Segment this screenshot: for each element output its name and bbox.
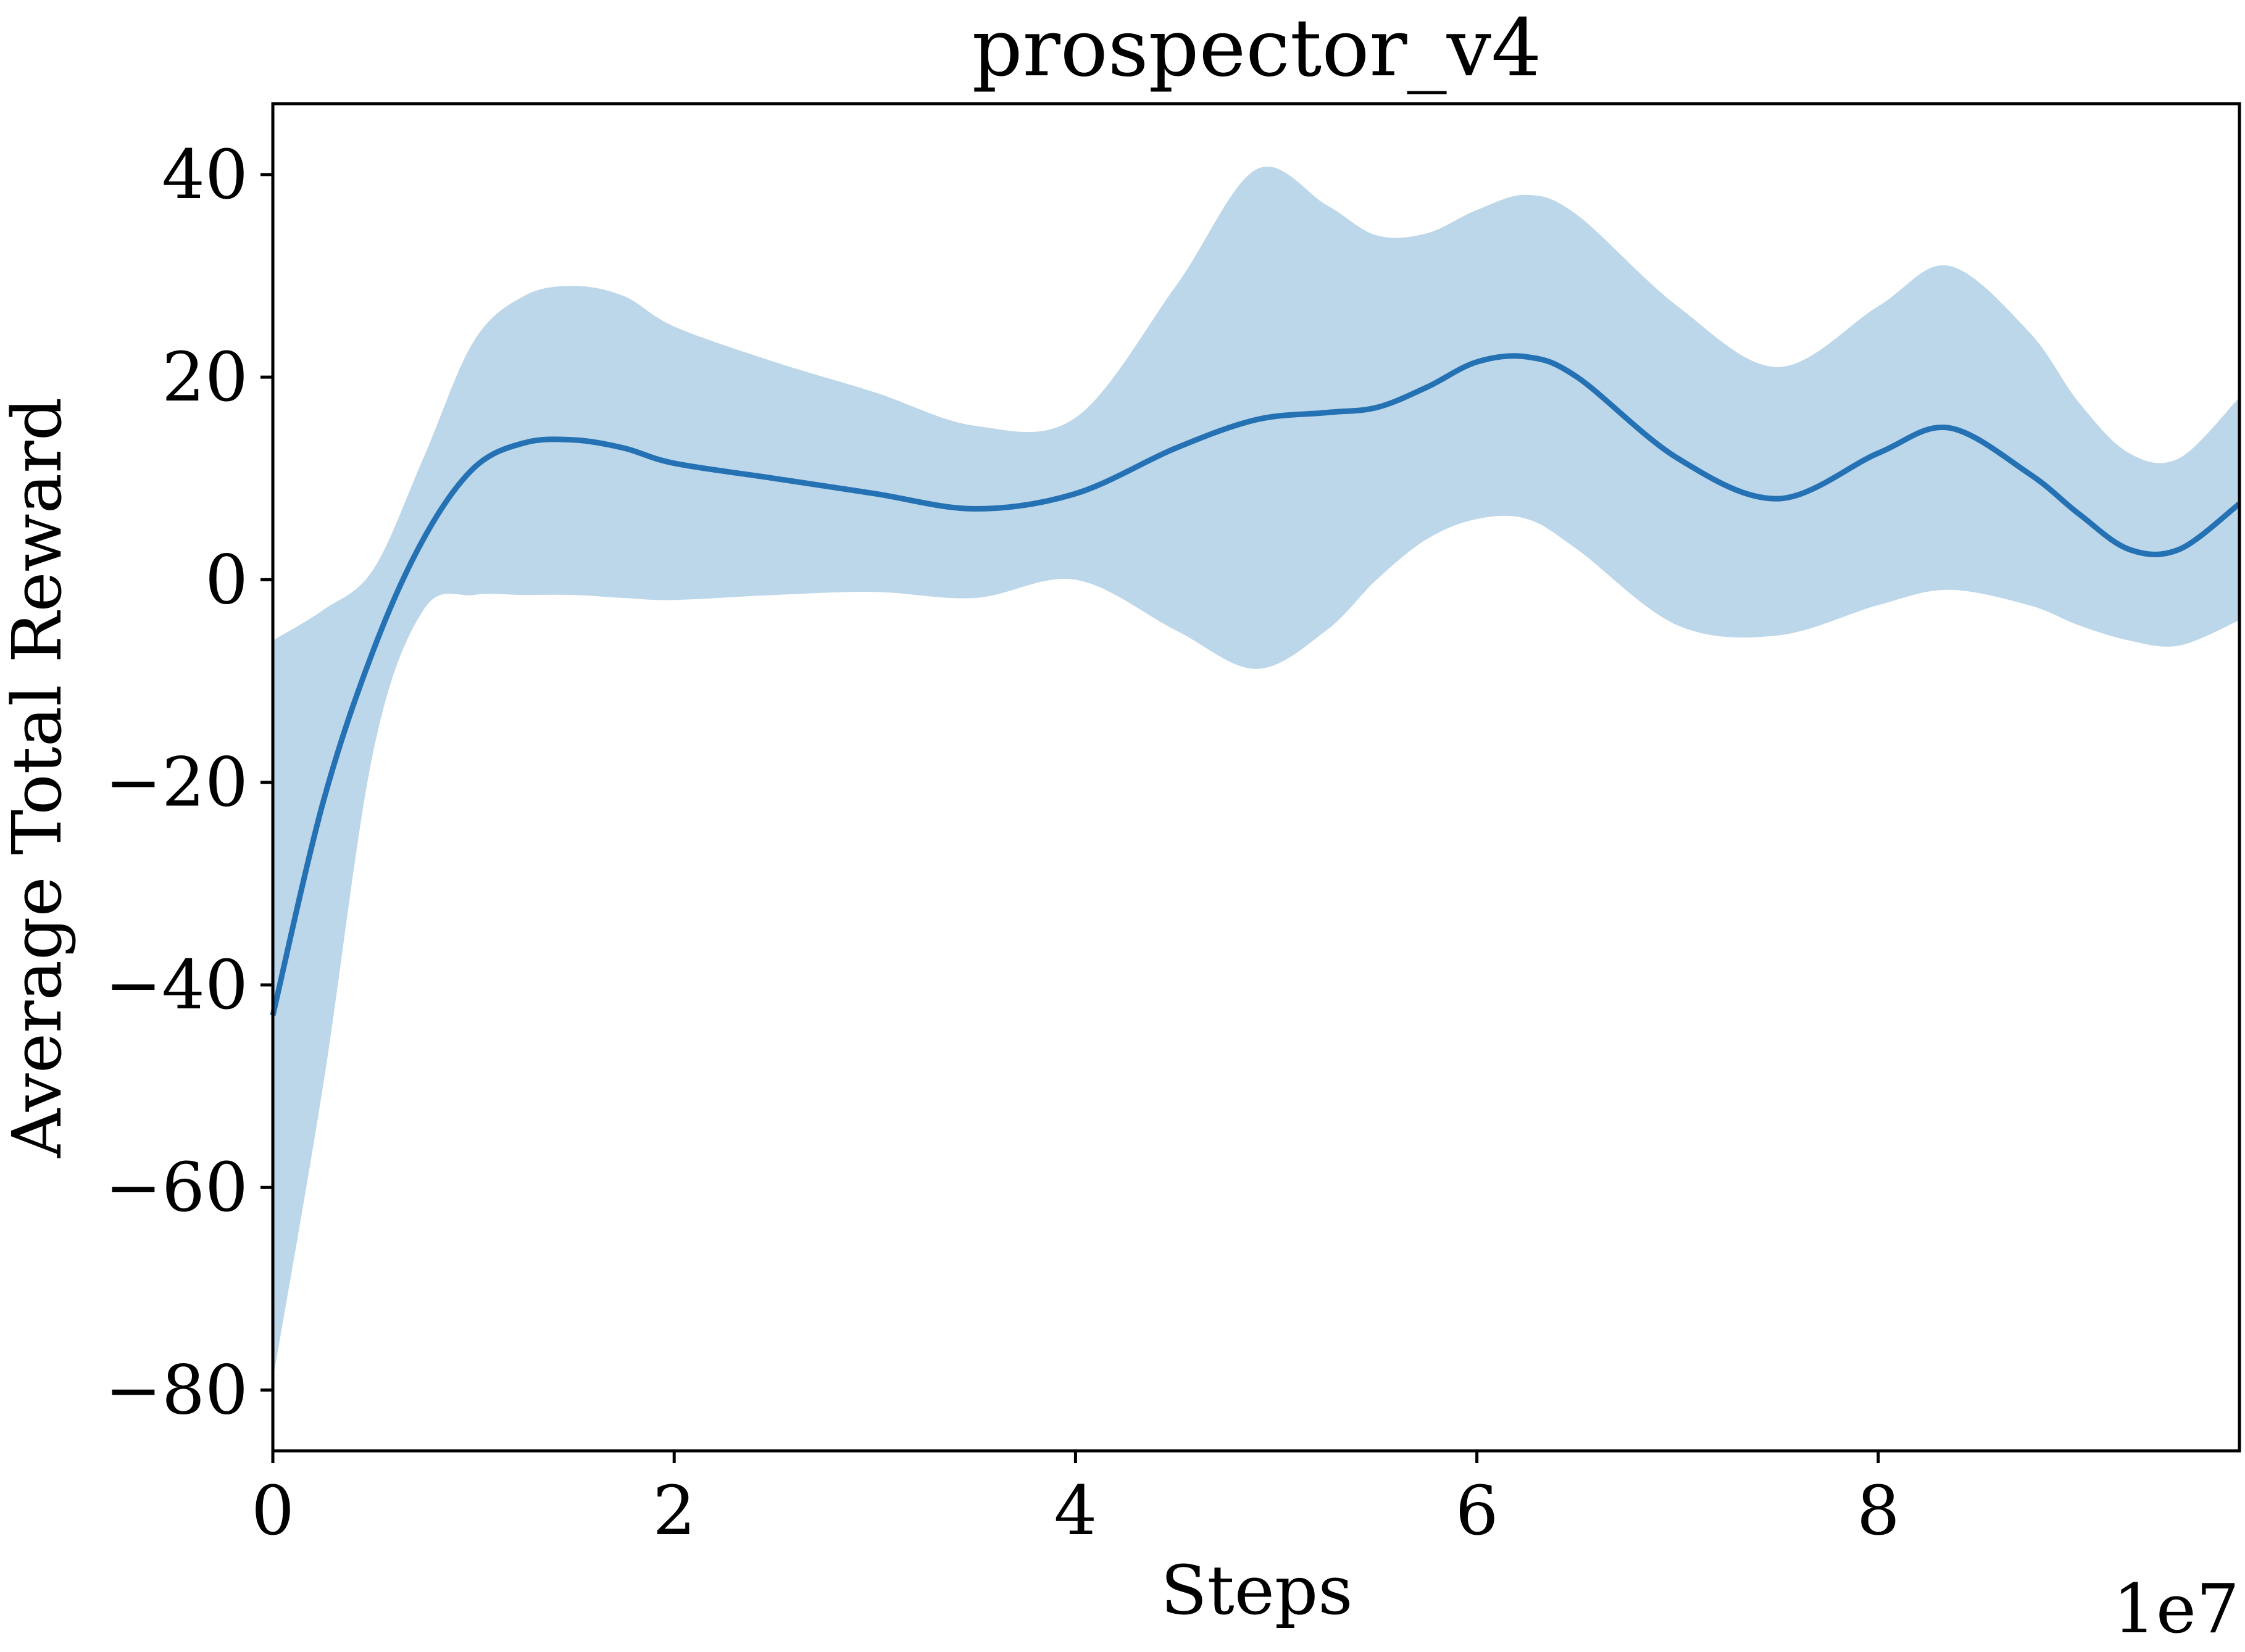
y-tick-label: −60	[105, 1148, 248, 1227]
y-tick-label: 20	[162, 338, 248, 417]
x-axis-label: Steps	[1160, 1551, 1353, 1630]
y-axis: −80 −60 −40 −20 0 20 40	[105, 135, 273, 1430]
plot-area	[270, 167, 2241, 1380]
mean-reward-line	[270, 353, 2241, 1016]
x-tick-label: 0	[251, 1471, 294, 1550]
x-tick-label: 4	[1054, 1471, 1097, 1550]
confidence-band	[273, 167, 2239, 1380]
y-tick-label: −20	[105, 743, 248, 822]
chart-title: prospector_v4	[972, 2, 1542, 94]
y-tick-label: −80	[105, 1351, 248, 1430]
y-tick-label: 40	[162, 135, 248, 214]
y-axis-label: Average Total Reward	[0, 397, 77, 1159]
x-tick-label: 8	[1857, 1471, 1900, 1550]
plot-frame	[271, 102, 2241, 1453]
x-axis: 0 2 4 6 8	[251, 1451, 1900, 1550]
x-axis-offset-label: 1e7	[2113, 1569, 2239, 1648]
y-tick-label: 0	[205, 540, 248, 619]
y-tick-label: −40	[105, 945, 248, 1024]
x-tick-label: 6	[1456, 1471, 1499, 1550]
x-tick-label: 2	[652, 1471, 696, 1550]
